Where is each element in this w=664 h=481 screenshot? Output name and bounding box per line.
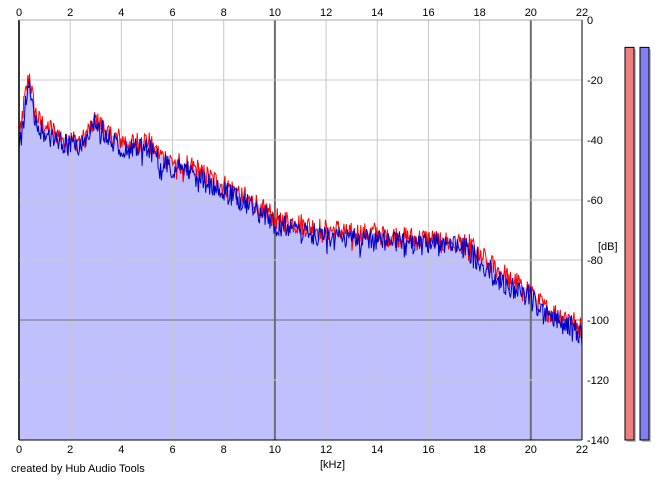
x-tick-label-bottom: 8	[221, 444, 227, 456]
tick-label-layer: 002244668810101212141416161818202022220-…	[16, 7, 609, 456]
x-axis-unit-label: [kHz]	[320, 459, 345, 471]
x-tick-label-top: 18	[474, 7, 486, 19]
y-tick-label: 0	[587, 15, 593, 27]
series-line-right-channel	[18, 79, 583, 348]
x-tick-label-top: 0	[16, 7, 22, 19]
x-tick-label-top: 4	[118, 7, 124, 19]
level-meter-left	[624, 46, 635, 441]
x-tick-label-top: 22	[576, 7, 588, 19]
y-tick-label: -40	[587, 135, 603, 147]
level-meter-right	[639, 46, 650, 441]
credit-text: created by Hub Audio Tools	[11, 463, 145, 475]
x-tick-label-top: 20	[525, 7, 537, 19]
x-tick-label-bottom: 22	[576, 444, 588, 456]
x-tick-label-bottom: 14	[371, 444, 383, 456]
x-tick-label-bottom: 10	[269, 444, 281, 456]
x-tick-label-top: 8	[221, 7, 227, 19]
x-tick-label-bottom: 12	[320, 444, 332, 456]
x-tick-label-top: 6	[169, 7, 175, 19]
x-tick-label-top: 10	[269, 7, 281, 19]
x-tick-label-top: 16	[422, 7, 434, 19]
x-tick-label-bottom: 16	[422, 444, 434, 456]
plot-frame	[18, 19, 583, 441]
x-tick-label-bottom: 20	[525, 444, 537, 456]
x-tick-label-bottom: 18	[474, 444, 486, 456]
x-tick-label-bottom: 0	[16, 444, 22, 456]
x-tick-label-top: 2	[67, 7, 73, 19]
y-tick-label: -140	[587, 435, 609, 447]
y-axis-unit-label: [dB]	[598, 241, 618, 253]
x-tick-label-top: 12	[320, 7, 332, 19]
x-tick-label-bottom: 2	[67, 444, 73, 456]
spectrum-fill-layer	[19, 74, 582, 440]
y-tick-label: -80	[587, 255, 603, 267]
spectrum-area-fill	[19, 74, 582, 440]
y-tick-label: -100	[587, 315, 609, 327]
x-tick-label-bottom: 6	[169, 444, 175, 456]
x-tick-label-top: 14	[371, 7, 383, 19]
series-layer	[18, 73, 583, 348]
level-meters	[624, 46, 651, 443]
x-tick-label-bottom: 4	[118, 444, 124, 456]
y-tick-label: -60	[587, 195, 603, 207]
y-tick-label: -120	[587, 375, 609, 387]
y-tick-label: -20	[587, 75, 603, 87]
